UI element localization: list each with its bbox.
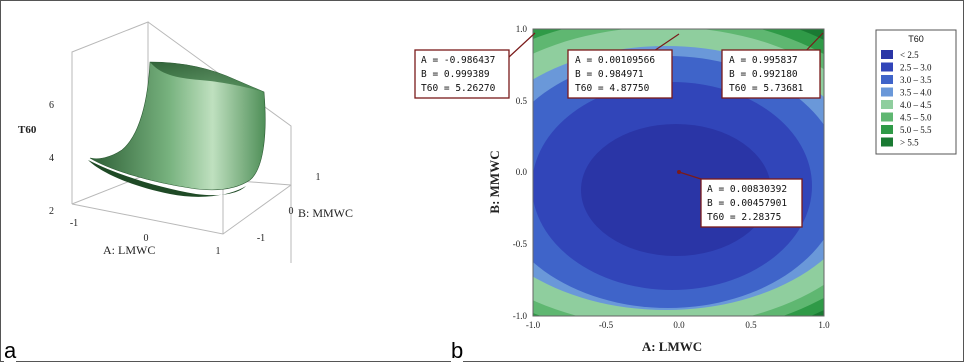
- panel-label-b: b: [451, 338, 464, 363]
- y-axis-ticks: 1 0 -1: [257, 172, 321, 244]
- legend-label: 3.5 – 4.0: [900, 88, 932, 98]
- y-tick: -0.5: [513, 239, 528, 249]
- x-axis-ticks: -1 0 1: [70, 218, 221, 257]
- legend-swatch: [881, 112, 893, 122]
- legend-swatch: [881, 62, 893, 72]
- annotation-b: 0.00457901: [730, 198, 787, 209]
- surface-front-edge: [88, 160, 246, 197]
- svg-text:A = -0.986437 B = 0.99: A = -0.986437 B = 0.999389 T60 = 5.26270: [421, 55, 501, 94]
- x-tick: 0: [144, 233, 149, 244]
- svg-text:A = 0.00830392 B = 0.0: A = 0.00830392 B = 0.00457901 T60 = 2.28…: [707, 184, 793, 223]
- x-tick: 1: [216, 246, 221, 257]
- legend-label: 5.0 – 5.5: [900, 125, 932, 135]
- annotation-a: -0.986437: [444, 55, 495, 66]
- legend-label: < 2.5: [900, 50, 919, 60]
- x-tick: 0.0: [673, 320, 685, 330]
- annotation-t60: 5.73681: [763, 83, 803, 94]
- x-tick: 0.5: [745, 320, 757, 330]
- annotation-b: 0.999389: [444, 69, 490, 80]
- annotation-a: 0.995837: [752, 55, 798, 66]
- annotation-leader: [508, 32, 536, 58]
- annotation-leader: [678, 171, 702, 180]
- legend-swatch: [881, 125, 893, 134]
- x-tick: -0.5: [599, 320, 614, 330]
- y-tick: 0: [289, 206, 294, 217]
- contour-y-ticks: 1.0 0.5 0.0 -0.5 -1.0: [513, 24, 528, 321]
- x-tick: -1.0: [526, 320, 541, 330]
- legend-swatch: [881, 50, 893, 59]
- legend-label: 2.5 – 3.0: [900, 63, 932, 73]
- y-tick: 1: [316, 172, 321, 183]
- panel-label-a: a: [4, 338, 17, 363]
- svg-text:A = 0.00109566 B = 0.9: A = 0.00109566 B = 0.984971 T60 = 4.8775…: [575, 55, 661, 94]
- z-tick: 2: [49, 206, 54, 217]
- annotation-a: 0.00109566: [598, 55, 655, 66]
- z-tick: 6: [49, 100, 54, 111]
- svg-text:A = 0.995837 B = 0.992: A = 0.995837 B = 0.992180 T60 = 5.73681: [729, 55, 804, 94]
- x-axis-label: A: LMWC: [103, 243, 155, 257]
- y-tick: -1.0: [513, 311, 528, 321]
- legend-swatch: [881, 137, 893, 147]
- contour-y-label: B: MMWC: [487, 150, 502, 213]
- y-tick: 0.5: [516, 96, 528, 106]
- x-tick: -1: [70, 218, 78, 229]
- annotation-b: 0.992180: [752, 69, 798, 80]
- legend-label: 3.0 – 3.5: [900, 75, 932, 85]
- contour-plot: -1.0 -0.5 0.0 0.5 1.0 1.0 0.5 0.0 -0.5 -…: [414, 24, 957, 354]
- y-axis-label: B: MMWC: [298, 206, 353, 220]
- annotation-t60: 2.28375: [741, 212, 781, 223]
- surface-sheet: [89, 61, 266, 191]
- minimum-point: [677, 170, 681, 174]
- surface-back: [150, 62, 264, 92]
- annotation-box-1: A = -0.986437 B = 0.999389 T60 = 5.26270: [414, 49, 510, 99]
- annotation-box-2: A = 0.00109566 B = 0.984971 T60 = 4.8775…: [567, 49, 673, 99]
- annotation-b: 0.984971: [598, 69, 644, 80]
- legend-label: 4.5 – 5.0: [900, 113, 932, 123]
- legend-swatch: [881, 87, 893, 97]
- z-axis-ticks: 6 4 2: [49, 100, 54, 217]
- legend-label: > 5.5: [900, 138, 919, 148]
- surface-plot: 6 4 2 T60 -1 0 1 A: LMWC 1 0 -1 B: MMWC: [18, 21, 353, 263]
- annotation-box-4: A = 0.00830392 B = 0.00457901 T60 = 2.28…: [700, 178, 803, 228]
- contour-legend: T60 < 2.5 2.5 – 3.0 3.0 – 3.5 3.5 – 4.0 4.0 …: [875, 29, 957, 155]
- y-tick: 0.0: [516, 167, 528, 177]
- z-tick: 4: [49, 153, 54, 164]
- legend-title: T60: [908, 34, 924, 44]
- y-tick: -1: [257, 233, 265, 244]
- x-tick: 1.0: [818, 320, 830, 330]
- contour-x-ticks: -1.0 -0.5 0.0 0.5 1.0: [526, 320, 830, 330]
- annotation-t60: 5.26270: [455, 83, 495, 94]
- plot-area-frame: [532, 28, 825, 317]
- contour-x-label: A: LMWC: [642, 339, 702, 354]
- annotation-box-3: A = 0.995837 B = 0.992180 T60 = 5.73681: [721, 49, 821, 99]
- y-tick: 1.0: [516, 24, 528, 34]
- legend-label: 4.0 – 4.5: [900, 100, 932, 110]
- z-axis-label: T60: [18, 124, 37, 136]
- annotation-t60: 4.87750: [609, 83, 649, 94]
- annotation-a: 0.00830392: [730, 184, 787, 195]
- legend-swatch: [881, 75, 893, 84]
- legend-swatch: [881, 100, 893, 109]
